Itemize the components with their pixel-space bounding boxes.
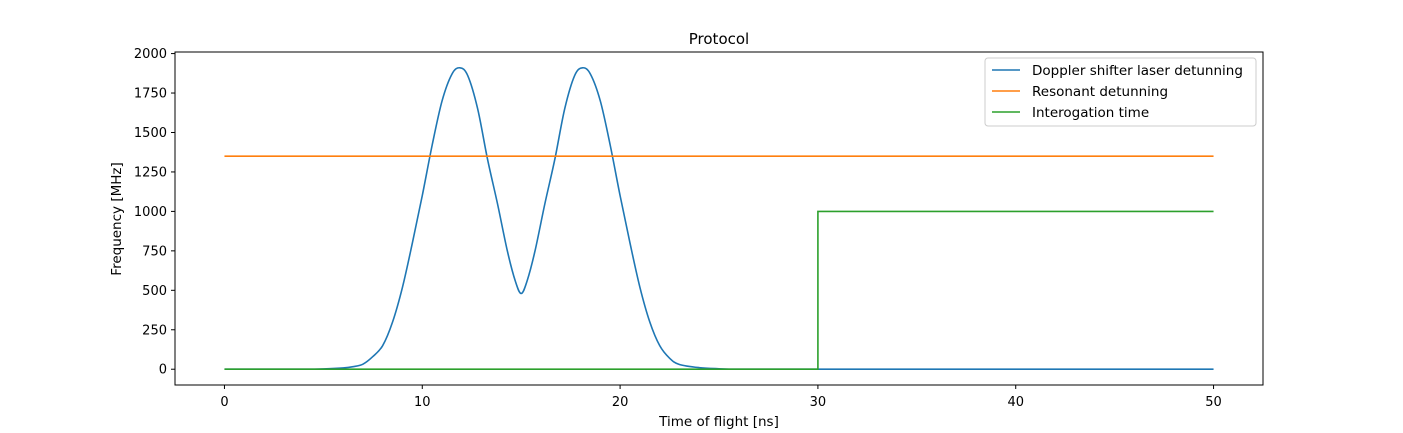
- plot-frame: [174, 51, 1264, 386]
- x-axis-ticks: 0 10 20 30 40 50: [220, 385, 1222, 410]
- y-axis-ticks: 0 250 500 750 1000 1250 1500 1750 2000: [134, 47, 175, 378]
- legend-label-2: Interogation time: [1032, 105, 1149, 121]
- y-tick-label: 2000: [134, 47, 167, 62]
- legend: Doppler shifter laser detunning Resonant …: [984, 57, 1257, 127]
- y-tick-label: 750: [142, 244, 167, 259]
- x-axis-label: Time of flight [ns]: [658, 414, 779, 430]
- y-tick-label: 1000: [134, 205, 167, 220]
- legend-label-0: Doppler shifter laser detunning: [1032, 63, 1243, 79]
- y-tick-label: 250: [142, 323, 167, 338]
- series-layer: [224, 66, 1214, 371]
- series-line-2: [224, 210, 1214, 371]
- y-tick-label: 1500: [134, 126, 167, 141]
- x-tick-label: 20: [612, 395, 629, 410]
- legend-label-1: Resonant detunning: [1032, 84, 1168, 100]
- x-tick-label: 50: [1205, 395, 1222, 410]
- legend-box: [984, 57, 1257, 127]
- x-tick-label: 0: [220, 395, 228, 410]
- y-tick-label: 1250: [134, 165, 167, 180]
- series-line-0: [224, 66, 1214, 371]
- x-tick-label: 40: [1007, 395, 1024, 410]
- chart-title: Protocol: [689, 30, 749, 48]
- y-tick-label: 500: [142, 284, 167, 299]
- x-tick-label: 10: [414, 395, 431, 410]
- y-tick-label: 1750: [134, 87, 167, 102]
- y-tick-label: 0: [159, 363, 167, 378]
- y-axis-label: Frequency [MHz]: [109, 162, 125, 275]
- x-tick-label: 30: [810, 395, 827, 410]
